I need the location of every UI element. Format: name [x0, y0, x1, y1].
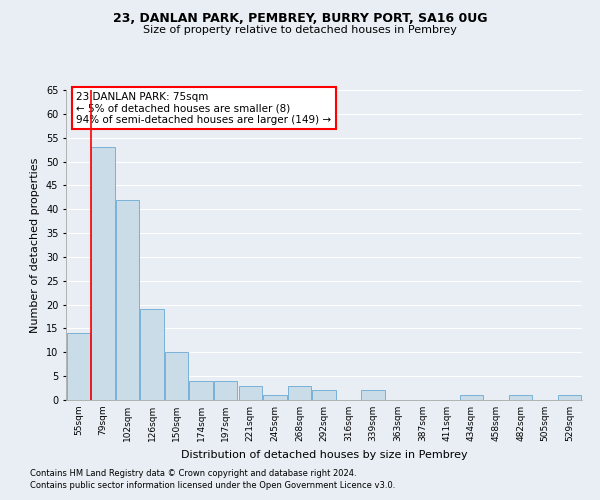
- Bar: [313, 390, 335, 400]
- Bar: [214, 381, 238, 400]
- Text: 23 DANLAN PARK: 75sqm
← 5% of detached houses are smaller (8)
94% of semi-detach: 23 DANLAN PARK: 75sqm ← 5% of detached h…: [76, 92, 331, 124]
- Bar: [116, 200, 139, 400]
- Bar: [263, 395, 287, 400]
- Bar: [140, 310, 164, 400]
- Y-axis label: Number of detached properties: Number of detached properties: [31, 158, 40, 332]
- Text: Contains public sector information licensed under the Open Government Licence v3: Contains public sector information licen…: [30, 481, 395, 490]
- X-axis label: Distribution of detached houses by size in Pembrey: Distribution of detached houses by size …: [181, 450, 467, 460]
- Bar: [239, 386, 262, 400]
- Bar: [91, 147, 115, 400]
- Bar: [190, 381, 213, 400]
- Bar: [460, 395, 483, 400]
- Bar: [558, 395, 581, 400]
- Bar: [67, 333, 90, 400]
- Text: Size of property relative to detached houses in Pembrey: Size of property relative to detached ho…: [143, 25, 457, 35]
- Bar: [288, 386, 311, 400]
- Text: 23, DANLAN PARK, PEMBREY, BURRY PORT, SA16 0UG: 23, DANLAN PARK, PEMBREY, BURRY PORT, SA…: [113, 12, 487, 26]
- Bar: [165, 352, 188, 400]
- Bar: [361, 390, 385, 400]
- Bar: [509, 395, 532, 400]
- Text: Contains HM Land Registry data © Crown copyright and database right 2024.: Contains HM Land Registry data © Crown c…: [30, 468, 356, 477]
